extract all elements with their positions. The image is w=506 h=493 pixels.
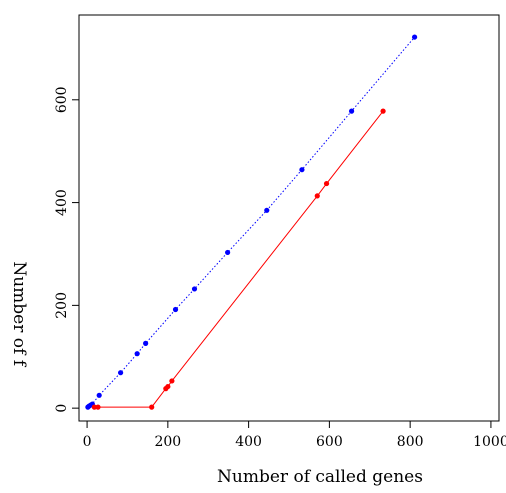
y-tick-label: 200: [54, 292, 70, 319]
series-1-point: [191, 286, 198, 292]
y-tick-label: 0: [54, 404, 70, 413]
y-axis: 0 200 400 600: [54, 86, 80, 413]
x-axis-title: Number of called genes: [217, 467, 423, 487]
series-2-point: [169, 378, 175, 384]
series-1-point: [411, 34, 418, 40]
x-tick-label: 600: [316, 434, 343, 450]
series-2-point: [323, 180, 330, 187]
plot-frame: [78, 14, 500, 422]
series-1-point: [225, 249, 231, 256]
series-2-point: [165, 383, 171, 390]
series-2-line: [94, 110, 384, 408]
series-1-point: [143, 340, 149, 346]
series-1-point: [264, 207, 270, 213]
series-1-point: [96, 392, 102, 398]
series-2-point: [91, 404, 97, 410]
x-tick-label: 400: [235, 434, 262, 450]
y-tick-label: 600: [54, 86, 70, 113]
x-tick-label: 800: [397, 434, 424, 450]
series-2-point: [149, 404, 155, 410]
series-2-point: [380, 108, 386, 114]
series-2-point: [314, 193, 320, 199]
y-axis-title: Number of f: [9, 261, 29, 367]
series-1-point: [172, 306, 179, 313]
x-tick-label: 0: [83, 434, 92, 450]
x-tick-label: 1000: [473, 434, 506, 450]
series-1: [85, 34, 418, 410]
series-1-point: [117, 370, 124, 376]
series-2: [91, 108, 386, 410]
series-2-point: [95, 404, 101, 410]
x-tick-label: 200: [154, 434, 181, 450]
y-tick-label: 400: [54, 189, 70, 216]
series-layer: [85, 34, 418, 410]
series-1-point: [348, 108, 355, 114]
series-1-point: [134, 351, 140, 357]
x-axis: 0 200 400 600 800 1000: [83, 420, 506, 450]
series-1-point: [299, 167, 305, 173]
